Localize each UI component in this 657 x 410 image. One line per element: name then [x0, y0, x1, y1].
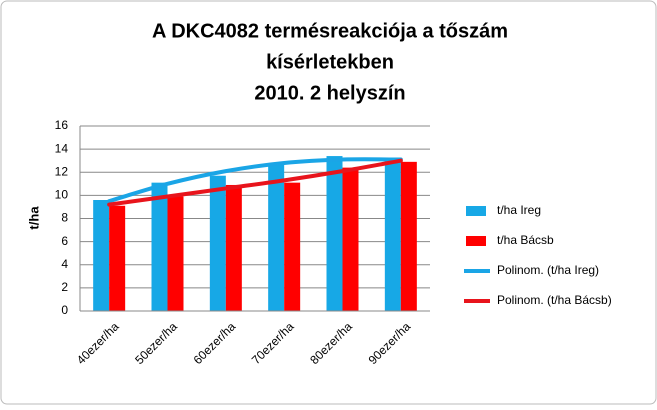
bar [284, 182, 301, 311]
legend-label: Polinom. (t/ha Bácsb) [497, 293, 612, 307]
chart-title: 2010. 2 helyszín [254, 82, 405, 104]
bar [384, 160, 401, 311]
bar [109, 205, 126, 311]
legend-swatch [466, 236, 486, 246]
legend-label: t/ha Ireg [497, 203, 541, 217]
trendline [107, 157, 403, 204]
y-axis-label: t/ha [26, 206, 41, 230]
chart-title: kísérletekben [266, 51, 394, 73]
chart-title: A DKC4082 termésreakciója a tőszám [152, 20, 508, 42]
legend-label: Polinom. (t/ha Ireg) [497, 263, 599, 277]
y-tick-label: 14 [55, 141, 69, 155]
bar [151, 182, 168, 311]
legend-swatch [466, 206, 486, 216]
y-tick-label: 16 [55, 118, 69, 132]
bar [225, 184, 242, 311]
bar [326, 156, 343, 311]
y-tick-label: 12 [55, 164, 69, 178]
y-tick-label: 6 [61, 234, 68, 248]
y-tick-label: 4 [61, 257, 68, 271]
y-tick-label: 8 [61, 211, 68, 225]
y-tick-label: 0 [61, 303, 68, 317]
trendline [107, 158, 403, 207]
bar [209, 175, 226, 311]
legend-label: t/ha Bácsb [497, 233, 554, 247]
bar [342, 167, 359, 311]
y-tick-label: 10 [55, 188, 69, 202]
bar [93, 200, 110, 311]
bar [167, 196, 184, 311]
y-tick-label: 2 [61, 280, 68, 294]
bar [268, 163, 285, 311]
bar [400, 161, 417, 311]
